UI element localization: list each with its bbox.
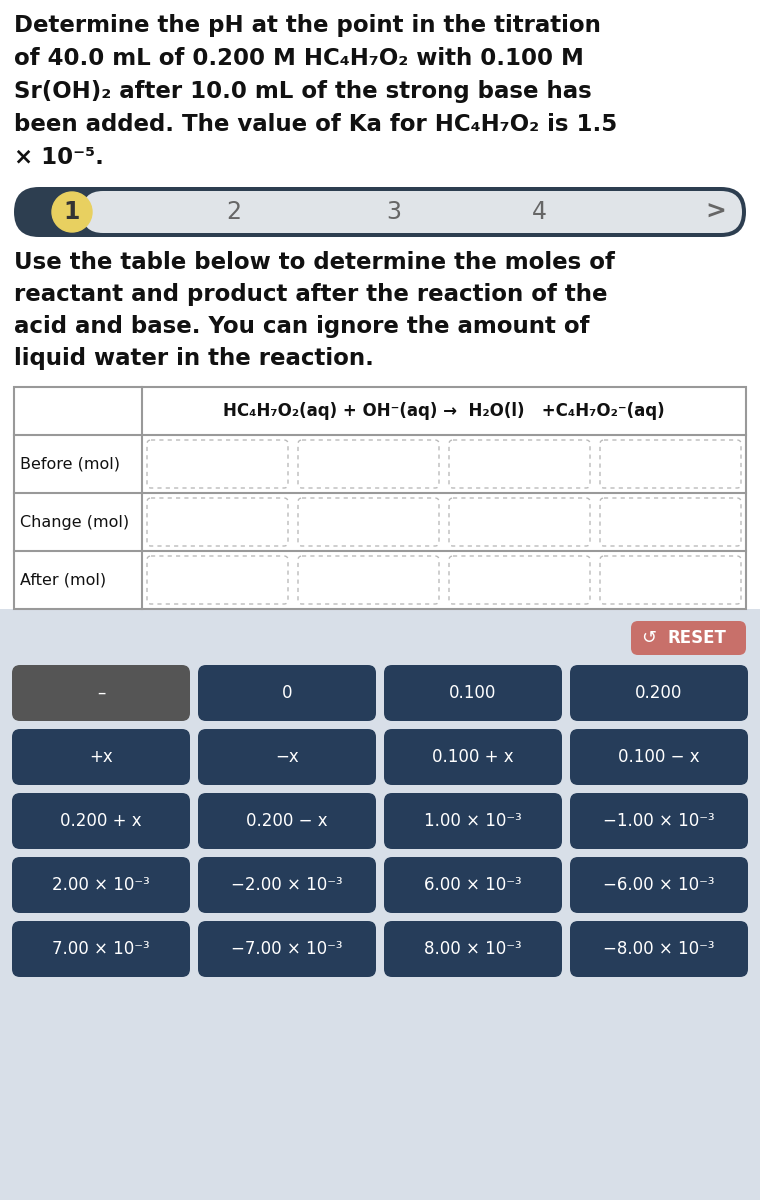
- FancyBboxPatch shape: [384, 728, 562, 785]
- Text: −6.00 × 10⁻³: −6.00 × 10⁻³: [603, 876, 714, 894]
- FancyBboxPatch shape: [298, 498, 439, 546]
- Text: 1.00 × 10⁻³: 1.00 × 10⁻³: [424, 812, 522, 830]
- Text: Sr(OH)₂ after 10.0 mL of the strong base has: Sr(OH)₂ after 10.0 mL of the strong base…: [14, 80, 592, 103]
- Text: ↺: ↺: [641, 629, 657, 647]
- FancyBboxPatch shape: [12, 793, 190, 850]
- Text: reactant and product after the reaction of the: reactant and product after the reaction …: [14, 283, 607, 306]
- FancyBboxPatch shape: [298, 440, 439, 488]
- Text: 0.200 − x: 0.200 − x: [246, 812, 328, 830]
- FancyBboxPatch shape: [600, 556, 741, 604]
- Text: RESET: RESET: [667, 629, 726, 647]
- FancyBboxPatch shape: [198, 665, 376, 721]
- Text: Determine the pH at the point in the titration: Determine the pH at the point in the tit…: [14, 14, 601, 37]
- FancyBboxPatch shape: [198, 857, 376, 913]
- FancyBboxPatch shape: [14, 187, 746, 236]
- Text: of 40.0 mL of 0.200 M HC₄H₇O₂ with 0.100 M: of 40.0 mL of 0.200 M HC₄H₇O₂ with 0.100…: [14, 47, 584, 70]
- FancyBboxPatch shape: [384, 665, 562, 721]
- FancyBboxPatch shape: [198, 922, 376, 977]
- Text: 7.00 × 10⁻³: 7.00 × 10⁻³: [52, 940, 150, 958]
- FancyBboxPatch shape: [198, 728, 376, 785]
- Text: 0.100 + x: 0.100 + x: [432, 748, 514, 766]
- Text: liquid water in the reaction.: liquid water in the reaction.: [14, 347, 374, 370]
- Text: 0: 0: [282, 684, 293, 702]
- FancyBboxPatch shape: [570, 728, 748, 785]
- Text: After (mol): After (mol): [20, 572, 106, 588]
- Text: −x: −x: [275, 748, 299, 766]
- FancyBboxPatch shape: [570, 857, 748, 913]
- FancyBboxPatch shape: [570, 922, 748, 977]
- FancyBboxPatch shape: [12, 728, 190, 785]
- FancyBboxPatch shape: [12, 922, 190, 977]
- Text: 4: 4: [531, 200, 546, 224]
- FancyBboxPatch shape: [570, 793, 748, 850]
- Text: +x: +x: [89, 748, 113, 766]
- Text: –: –: [97, 684, 105, 702]
- FancyBboxPatch shape: [147, 440, 288, 488]
- Text: HC₄H₇O₂(aq) + OH⁻(aq) →  H₂O(l)   +C₄H₇O₂⁻(aq): HC₄H₇O₂(aq) + OH⁻(aq) → H₂O(l) +C₄H₇O₂⁻(…: [223, 402, 665, 420]
- FancyBboxPatch shape: [82, 191, 742, 233]
- FancyBboxPatch shape: [12, 857, 190, 913]
- FancyBboxPatch shape: [449, 498, 590, 546]
- Text: × 10⁻⁵.: × 10⁻⁵.: [14, 146, 104, 169]
- Text: 0.100: 0.100: [449, 684, 497, 702]
- FancyBboxPatch shape: [298, 556, 439, 604]
- FancyBboxPatch shape: [198, 793, 376, 850]
- Text: Before (mol): Before (mol): [20, 456, 120, 472]
- FancyBboxPatch shape: [384, 922, 562, 977]
- Text: 0.200 + x: 0.200 + x: [60, 812, 142, 830]
- Text: 2: 2: [226, 200, 242, 224]
- Text: −7.00 × 10⁻³: −7.00 × 10⁻³: [231, 940, 343, 958]
- FancyBboxPatch shape: [384, 857, 562, 913]
- Text: 1: 1: [64, 200, 81, 224]
- Bar: [0, 608, 760, 1200]
- Text: >: >: [705, 200, 727, 224]
- Text: been added. The value of Ka for HC₄H₇O₂ is 1.5: been added. The value of Ka for HC₄H₇O₂ …: [14, 113, 617, 136]
- Text: 0.100 − x: 0.100 − x: [618, 748, 700, 766]
- FancyBboxPatch shape: [147, 498, 288, 546]
- FancyBboxPatch shape: [449, 556, 590, 604]
- Text: 0.200: 0.200: [635, 684, 682, 702]
- Text: −8.00 × 10⁻³: −8.00 × 10⁻³: [603, 940, 714, 958]
- Text: 8.00 × 10⁻³: 8.00 × 10⁻³: [424, 940, 522, 958]
- FancyBboxPatch shape: [600, 498, 741, 546]
- Text: −1.00 × 10⁻³: −1.00 × 10⁻³: [603, 812, 715, 830]
- Text: Change (mol): Change (mol): [20, 515, 129, 529]
- Text: 3: 3: [387, 200, 401, 224]
- Text: 2.00 × 10⁻³: 2.00 × 10⁻³: [52, 876, 150, 894]
- FancyBboxPatch shape: [147, 556, 288, 604]
- Text: Use the table below to determine the moles of: Use the table below to determine the mol…: [14, 251, 615, 274]
- FancyBboxPatch shape: [600, 440, 741, 488]
- Bar: [14, 386, 746, 608]
- Text: −2.00 × 10⁻³: −2.00 × 10⁻³: [231, 876, 343, 894]
- Text: acid and base. You can ignore the amount of: acid and base. You can ignore the amount…: [14, 314, 590, 338]
- FancyBboxPatch shape: [449, 440, 590, 488]
- Text: 6.00 × 10⁻³: 6.00 × 10⁻³: [424, 876, 522, 894]
- FancyBboxPatch shape: [631, 622, 746, 655]
- FancyBboxPatch shape: [570, 665, 748, 721]
- Circle shape: [52, 192, 92, 232]
- FancyBboxPatch shape: [384, 793, 562, 850]
- FancyBboxPatch shape: [12, 665, 190, 721]
